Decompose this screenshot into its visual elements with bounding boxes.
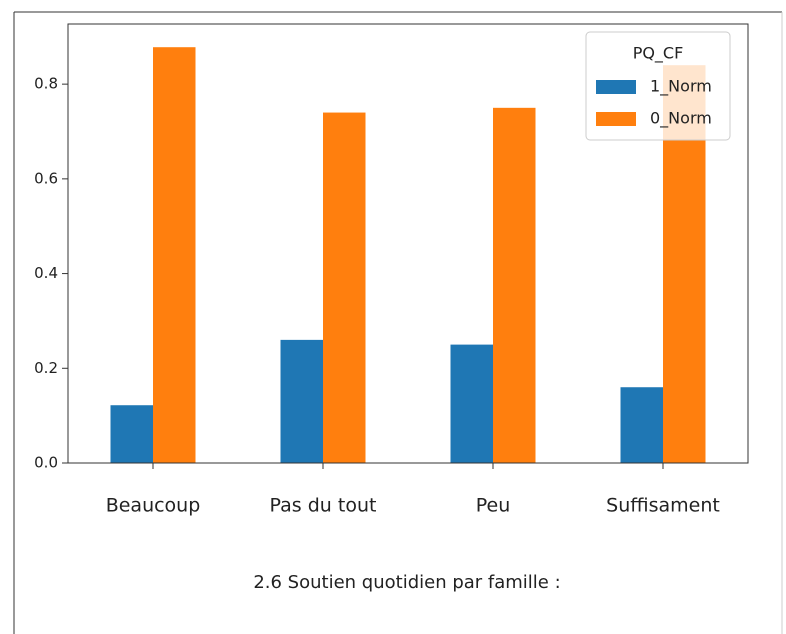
x-tick-label: Pas du tout [270, 495, 377, 517]
bar [493, 107, 536, 463]
bar [450, 344, 493, 463]
bar [110, 405, 153, 463]
x-tick-label: Peu [476, 495, 511, 517]
caption: 2.6 Soutien quotidien par famille : [253, 572, 560, 593]
y-tick-label: 0.0 [34, 454, 58, 472]
x-tick-label: Suffisament [606, 495, 720, 517]
bar [280, 339, 323, 463]
y-tick-label: 0.4 [34, 264, 58, 282]
y-tick-label: 0.2 [34, 359, 58, 377]
legend-label: 0_Norm [650, 109, 712, 129]
y-tick-label: 0.8 [34, 75, 58, 93]
x-tick-label: Beaucoup [106, 495, 201, 517]
legend-label: 1_Norm [650, 77, 712, 97]
bar [323, 112, 366, 464]
axes-frame [67, 23, 749, 464]
legend-swatch [596, 112, 636, 126]
y-tick-label: 0.6 [34, 169, 58, 187]
legend-title: PQ_CF [633, 44, 684, 64]
bar [153, 47, 196, 464]
legend-swatch [596, 80, 636, 94]
bar [620, 387, 663, 463]
